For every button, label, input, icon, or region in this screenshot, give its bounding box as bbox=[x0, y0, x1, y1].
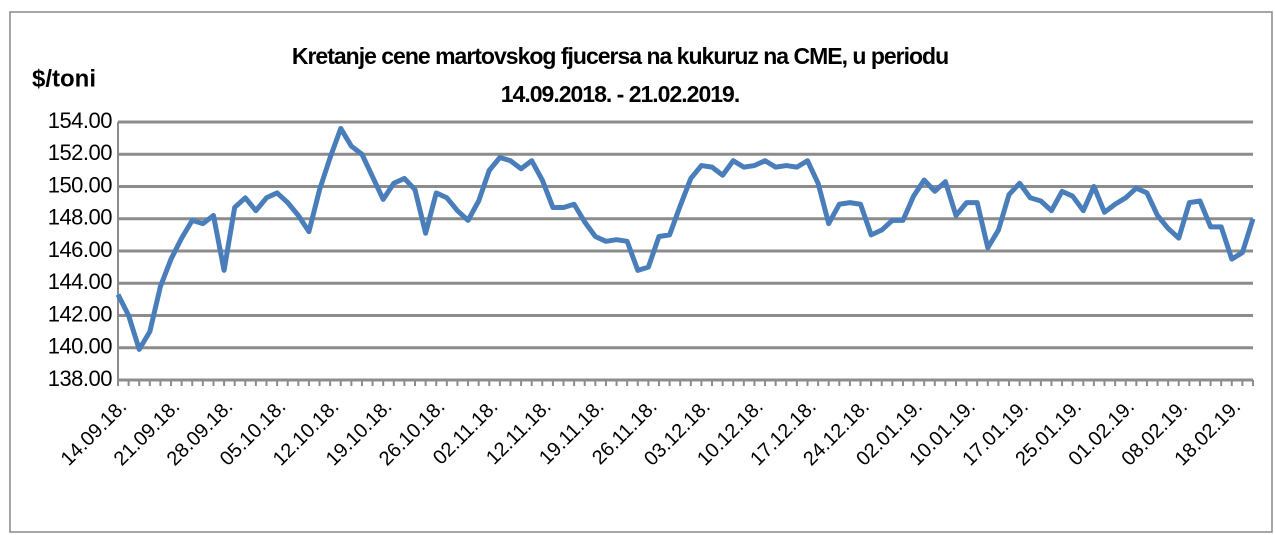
y-tick-label: 146.00 bbox=[48, 237, 113, 262]
y-tick-label: 140.00 bbox=[48, 334, 113, 359]
y-tick-label: 148.00 bbox=[48, 205, 113, 230]
y-tick-label: 144.00 bbox=[48, 269, 113, 294]
y-axis-label: $/toni bbox=[32, 65, 96, 92]
chart-title: Kretanje cene martovskog fjucersa na kuk… bbox=[292, 43, 948, 69]
y-tick-label: 142.00 bbox=[48, 301, 113, 326]
y-tick-label: 152.00 bbox=[48, 140, 113, 165]
chart-frame bbox=[9, 11, 1273, 533]
series-line bbox=[115, 125, 1256, 352]
chart-title: 14.09.2018. - 21.02.2019. bbox=[501, 81, 739, 107]
y-tick-label: 138.00 bbox=[48, 366, 113, 391]
y-tick-label: 150.00 bbox=[48, 172, 113, 197]
y-tick-label: 154.00 bbox=[48, 108, 113, 133]
